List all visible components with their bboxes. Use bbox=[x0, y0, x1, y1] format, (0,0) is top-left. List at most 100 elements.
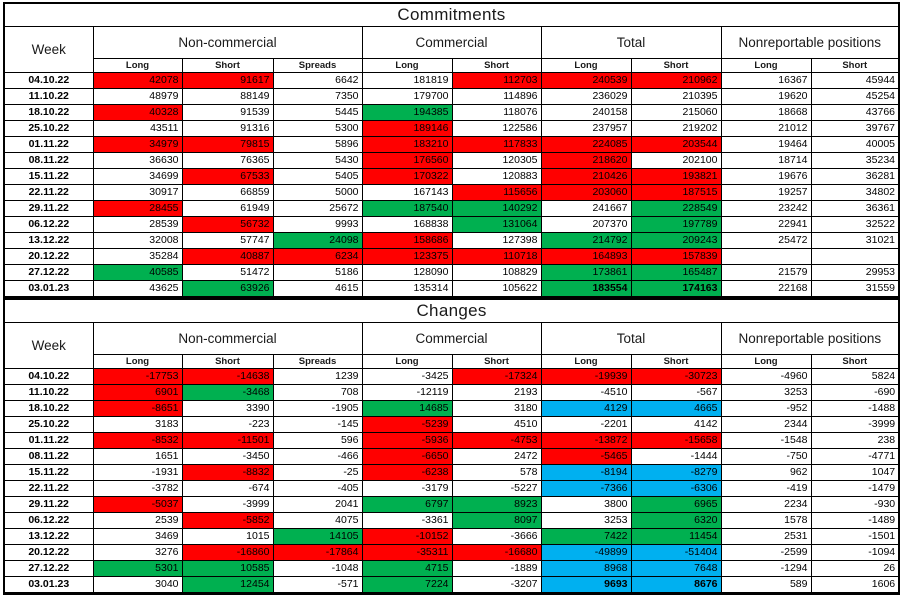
value-cell: 120883 bbox=[451, 168, 542, 185]
value-cell: -49899 bbox=[540, 544, 632, 561]
value-cell: 9693 bbox=[540, 576, 632, 594]
commitments-subcol-non-commercial-spreads: Spreads bbox=[272, 58, 363, 73]
table-row: 11.10.22 48979 88149 7350 179700 114896 236029… bbox=[3, 88, 900, 105]
table-row: 04.10.22 -17753 -14638 1239 -3425 -17324 -1993… bbox=[3, 368, 900, 385]
week-cell: 18.10.22 bbox=[3, 400, 94, 417]
value-cell: 240539 bbox=[540, 72, 632, 89]
value-cell: 157839 bbox=[630, 248, 722, 265]
value-cell: 203060 bbox=[540, 184, 632, 201]
value-cell: 39767 bbox=[810, 120, 900, 137]
value-cell: -3782 bbox=[92, 480, 183, 497]
table-row: 27.12.22 5301 10585 -1048 4715 -1889 8968 7648-… bbox=[3, 560, 900, 577]
value-cell: 194385 bbox=[361, 104, 453, 121]
value-cell: 1047 bbox=[810, 464, 900, 481]
value-cell: 3276 bbox=[92, 544, 183, 561]
value-cell: 164893 bbox=[540, 248, 632, 265]
table-row: 01.11.22 34979 79815 5896 183210 117833 224085… bbox=[3, 136, 900, 153]
value-cell: -567 bbox=[630, 384, 722, 401]
changes-group-total: Total bbox=[540, 322, 722, 355]
value-cell: 51472 bbox=[181, 264, 274, 281]
value-cell: 34802 bbox=[810, 184, 900, 201]
value-cell: -30723 bbox=[630, 368, 722, 385]
value-cell: 120305 bbox=[451, 152, 542, 169]
value-cell: 2193 bbox=[451, 384, 542, 401]
value-cell: 18714 bbox=[720, 152, 812, 169]
table-row: 25.10.22 43511 91316 5300 189146 122586 237957… bbox=[3, 120, 900, 137]
value-cell: 218620 bbox=[540, 152, 632, 169]
value-cell: 128090 bbox=[361, 264, 453, 281]
value-cell: 28539 bbox=[92, 216, 183, 233]
table-row: 08.11.22 36630 76365 5430 176560 120305 218620… bbox=[3, 152, 900, 169]
changes-subcol-total-long: Long bbox=[540, 354, 632, 369]
value-cell: 91316 bbox=[181, 120, 274, 137]
week-cell: 08.11.22 bbox=[3, 152, 94, 169]
table-row: 29.11.22 -5037 -3999 2041 6797 8923 3800 6965 22… bbox=[3, 496, 900, 513]
value-cell: -17324 bbox=[451, 368, 542, 385]
table-row: 01.11.22 -8532 -11501 596 -5936 -4753 -13872 -1… bbox=[3, 432, 900, 449]
week-cell: 25.10.22 bbox=[3, 120, 94, 137]
week-cell: 20.12.22 bbox=[3, 248, 94, 265]
value-cell: -8279 bbox=[630, 464, 722, 481]
value-cell: 238 bbox=[810, 432, 900, 449]
value-cell: -405 bbox=[272, 480, 363, 497]
value-cell: 596 bbox=[272, 432, 363, 449]
value-cell: -3179 bbox=[361, 480, 453, 497]
table-row: 06.12.22 28539 56732 9993 168838 131064 207370… bbox=[3, 216, 900, 233]
value-cell: -2599 bbox=[720, 544, 812, 561]
value-cell: -4510 bbox=[540, 384, 632, 401]
value-cell: 4665 bbox=[630, 400, 722, 417]
value-cell: 4715 bbox=[361, 560, 453, 577]
value-cell: 176560 bbox=[361, 152, 453, 169]
value-cell: 35284 bbox=[92, 248, 183, 265]
value-cell: 3253 bbox=[540, 512, 632, 529]
value-cell: -16860 bbox=[181, 544, 274, 561]
value-cell: 19676 bbox=[720, 168, 812, 185]
value-cell: 19464 bbox=[720, 136, 812, 153]
value-cell: 14685 bbox=[361, 400, 453, 417]
value-cell: -419 bbox=[720, 480, 812, 497]
value-cell: 1651 bbox=[92, 448, 183, 465]
value-cell: 24098 bbox=[272, 232, 363, 249]
commitments-group-non-commercial: Non-commercial bbox=[92, 26, 363, 59]
value-cell: -2201 bbox=[540, 416, 632, 433]
value-cell: -1094 bbox=[810, 544, 900, 561]
value-cell: 197789 bbox=[630, 216, 722, 233]
commitments-subcol-non-commercial-short: Short bbox=[181, 58, 274, 73]
value-cell: -223 bbox=[181, 416, 274, 433]
value-cell: -4771 bbox=[810, 448, 900, 465]
value-cell: 5000 bbox=[272, 184, 363, 201]
value-cell: 61949 bbox=[181, 200, 274, 217]
changes-subcol-commercial-short: Short bbox=[451, 354, 542, 369]
value-cell: 21012 bbox=[720, 120, 812, 137]
week-cell: 25.10.22 bbox=[3, 416, 94, 433]
value-cell: -5936 bbox=[361, 432, 453, 449]
value-cell: 6642 bbox=[272, 72, 363, 89]
value-cell: 43766 bbox=[810, 104, 900, 121]
week-cell: 29.11.22 bbox=[3, 496, 94, 513]
value-cell: -1444 bbox=[630, 448, 722, 465]
value-cell: 36281 bbox=[810, 168, 900, 185]
value-cell: -17753 bbox=[92, 368, 183, 385]
value-cell: 6965 bbox=[630, 496, 722, 513]
value-cell: -13872 bbox=[540, 432, 632, 449]
value-cell: -1548 bbox=[720, 432, 812, 449]
value-cell: -3999 bbox=[810, 416, 900, 433]
changes-group-commercial: Commercial bbox=[361, 322, 542, 355]
value-cell: 22941 bbox=[720, 216, 812, 233]
table-row: 03.01.23 43625 63926 4615 135314 105622 183554… bbox=[3, 280, 900, 298]
week-cell: 13.12.22 bbox=[3, 232, 94, 249]
table-row: 04.10.22 42078 91617 6642 181819 112703 240539… bbox=[3, 72, 900, 89]
value-cell: 40887 bbox=[181, 248, 274, 265]
value-cell: 2472 bbox=[451, 448, 542, 465]
commitments-subcol-total-long: Long bbox=[540, 58, 632, 73]
value-cell: 1239 bbox=[272, 368, 363, 385]
value-cell: 215060 bbox=[630, 104, 722, 121]
changes-subcol-nonreportable-positions-short: Short bbox=[810, 354, 900, 369]
value-cell: -25 bbox=[272, 464, 363, 481]
table-row: 15.11.22 34699 67533 5405 170322 120883 210426… bbox=[3, 168, 900, 185]
changes-week-header: Week bbox=[3, 322, 94, 369]
value-cell: -1294 bbox=[720, 560, 812, 577]
value-cell: -12119 bbox=[361, 384, 453, 401]
value-cell: 209243 bbox=[630, 232, 722, 249]
value-cell: 16367 bbox=[720, 72, 812, 89]
